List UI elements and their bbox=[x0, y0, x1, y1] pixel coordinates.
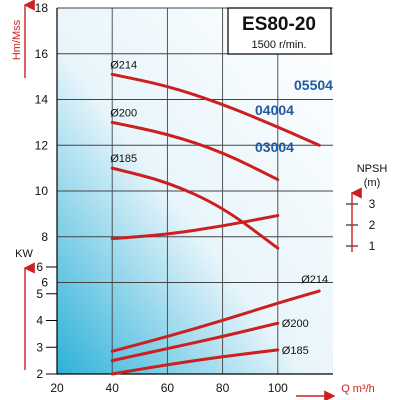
x-axis-label: Q m³/h bbox=[341, 383, 375, 395]
chart-subtitle: 1500 r/min. bbox=[251, 39, 306, 51]
curve-labels-layer: Ø214 05504 Ø200 04004 Ø185 03004 Ø214 Ø200 Ø185 bbox=[110, 59, 333, 357]
power-curve-diameter-label: Ø214 bbox=[301, 274, 328, 286]
power-tick-label: 5 bbox=[36, 287, 43, 301]
power-axis-label: KW bbox=[15, 248, 33, 260]
model-label: 04004 bbox=[255, 102, 294, 118]
npsh-tick-label: 3 bbox=[369, 197, 376, 211]
curves-layer bbox=[110, 72, 321, 376]
power-curve bbox=[110, 348, 280, 376]
head-curve bbox=[110, 120, 280, 182]
x-tick-label: 60 bbox=[161, 381, 175, 395]
x-tick-label: 20 bbox=[50, 381, 64, 395]
power-curve-diameter-label: Ø200 bbox=[282, 318, 309, 330]
power-tick-label: 3 bbox=[36, 340, 43, 354]
npsh-axis-unit: (m) bbox=[364, 177, 381, 189]
head-curve-diameter-label: Ø200 bbox=[110, 107, 137, 119]
x-tick-label: 100 bbox=[268, 381, 288, 395]
title-box bbox=[227, 7, 332, 55]
head-tick-label: 18 bbox=[35, 1, 49, 15]
x-tick-label: 80 bbox=[216, 381, 230, 395]
npsh-tick-label: 2 bbox=[369, 218, 376, 232]
npsh-axis-label: NPSH bbox=[357, 163, 388, 175]
head-curve-diameter-label: Ø214 bbox=[110, 59, 137, 71]
power-curve bbox=[110, 289, 321, 353]
chart-title: ES80-20 bbox=[242, 14, 316, 35]
head-tick-label: 14 bbox=[35, 93, 49, 107]
head-tick-label: 16 bbox=[35, 47, 49, 61]
model-label: 05504 bbox=[294, 77, 333, 93]
head-tick-label: 10 bbox=[35, 184, 49, 198]
head-curve bbox=[110, 72, 321, 147]
power-tick-label: 6 bbox=[36, 260, 43, 274]
x-tick-label: 40 bbox=[106, 381, 120, 395]
head-axis-label: Hm/Mss bbox=[11, 19, 23, 60]
power-tick-label: 2 bbox=[36, 367, 43, 381]
power-curve-diameter-label: Ø185 bbox=[282, 345, 309, 357]
head-tick-label: 8 bbox=[41, 230, 48, 244]
head-curve-diameter-label: Ø185 bbox=[110, 153, 137, 165]
npsh-curve bbox=[110, 214, 280, 241]
npsh-tick-labels: 3 2 1 bbox=[346, 197, 376, 253]
power-tick-label: 4 bbox=[36, 314, 43, 328]
head-tick-label: 6 bbox=[41, 276, 48, 290]
head-tick-label: 12 bbox=[35, 138, 49, 152]
x-tick-labels: 20 40 60 80 100 bbox=[50, 381, 288, 395]
model-label: 03004 bbox=[255, 139, 294, 155]
npsh-tick-label: 1 bbox=[369, 239, 376, 253]
power-curve bbox=[110, 321, 280, 363]
head-tick-labels: 6 8 10 12 14 16 18 bbox=[35, 1, 49, 290]
head-curve bbox=[110, 166, 280, 250]
